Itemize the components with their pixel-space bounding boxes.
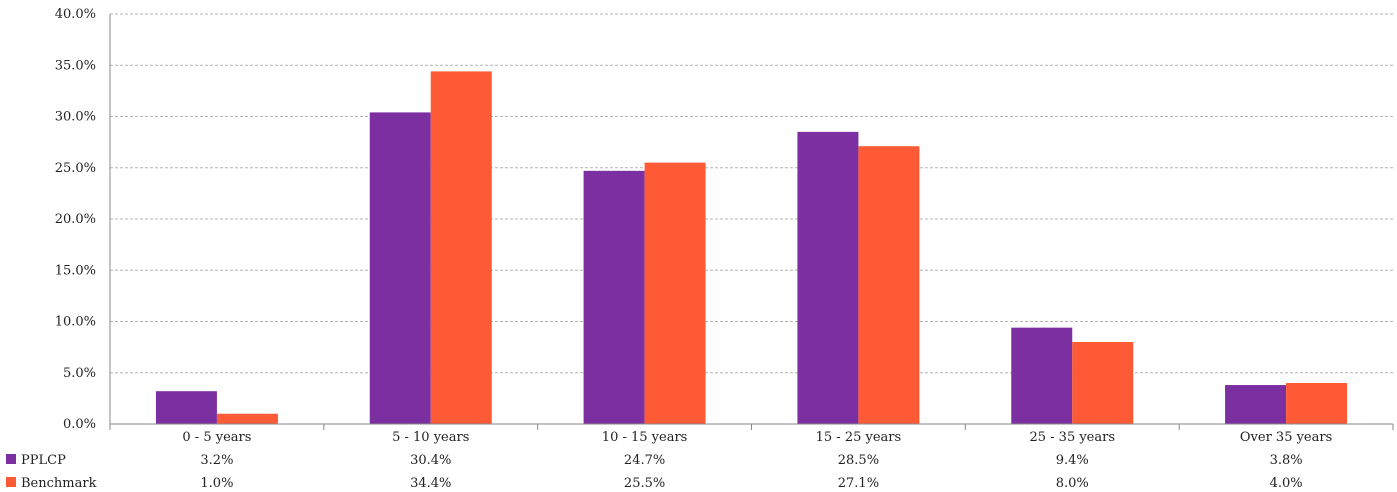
legend-series-name: PPLCP — [21, 453, 66, 468]
y-tick-label: 20.0% — [55, 212, 96, 227]
data-table-value: 34.4% — [410, 476, 451, 491]
x-category-label: 0 - 5 years — [182, 430, 251, 445]
x-category-label: 10 - 15 years — [602, 430, 688, 445]
y-tick-label: 30.0% — [55, 110, 96, 125]
y-tick-label: 0.0% — [63, 417, 96, 432]
bar-benchmark — [1286, 383, 1348, 424]
bar-pplcp — [583, 170, 645, 424]
bar-pplcp — [155, 391, 217, 424]
data-table-value: 9.4% — [1056, 453, 1089, 468]
bar-benchmark — [644, 162, 706, 424]
bar-benchmark — [430, 71, 492, 425]
data-table-value: 3.8% — [1270, 453, 1303, 468]
data-table: PPLCP 3.2% 30.4% 24.7% 28.5% 9.4% 3.8% Benchmar… — [6, 453, 1303, 491]
data-table-value: 30.4% — [410, 453, 451, 468]
grid-lines — [110, 13, 1393, 374]
bar-benchmark — [1072, 342, 1134, 424]
y-tick-label: 10.0% — [55, 315, 96, 330]
data-table-value: 3.2% — [200, 453, 233, 468]
data-table-value: 27.1% — [838, 476, 879, 491]
y-tick-label: 15.0% — [55, 263, 96, 278]
data-table-value: 25.5% — [624, 476, 665, 491]
legend-key-pplcp — [6, 454, 16, 464]
bar-pplcp — [369, 112, 431, 425]
bar-benchmark — [216, 413, 278, 424]
bar-pplcp — [1225, 385, 1287, 424]
axes — [109, 14, 1394, 430]
bar-pplcp — [1011, 327, 1073, 424]
x-category-label: 25 - 35 years — [1029, 430, 1115, 445]
data-table-value: 24.7% — [624, 453, 665, 468]
x-category-label: 5 - 10 years — [392, 430, 469, 445]
x-category-label: Over 35 years — [1240, 430, 1332, 445]
y-tick-label: 25.0% — [55, 161, 96, 176]
bar-benchmark — [858, 146, 920, 424]
y-axis-tick-labels: 0.0% 5.0% 10.0% 15.0% 20.0% 25.0% 30.0% 35.0% 40… — [55, 7, 96, 432]
bars — [155, 71, 1348, 425]
x-axis-category-labels: 0 - 5 years 5 - 10 years 10 - 15 years 15 -… — [182, 430, 1332, 445]
data-table-value: 4.0% — [1270, 476, 1303, 491]
legend-key-benchmark — [6, 477, 16, 487]
y-tick-label: 5.0% — [63, 366, 96, 381]
data-table-value: 28.5% — [838, 453, 879, 468]
data-table-value: 8.0% — [1056, 476, 1089, 491]
y-tick-label: 35.0% — [55, 58, 96, 73]
legend-series-name: Benchmark — [21, 476, 97, 491]
bar-pplcp — [797, 131, 859, 424]
y-tick-label: 40.0% — [55, 7, 96, 22]
x-category-label: 15 - 25 years — [816, 430, 902, 445]
data-table-value: 1.0% — [200, 476, 233, 491]
